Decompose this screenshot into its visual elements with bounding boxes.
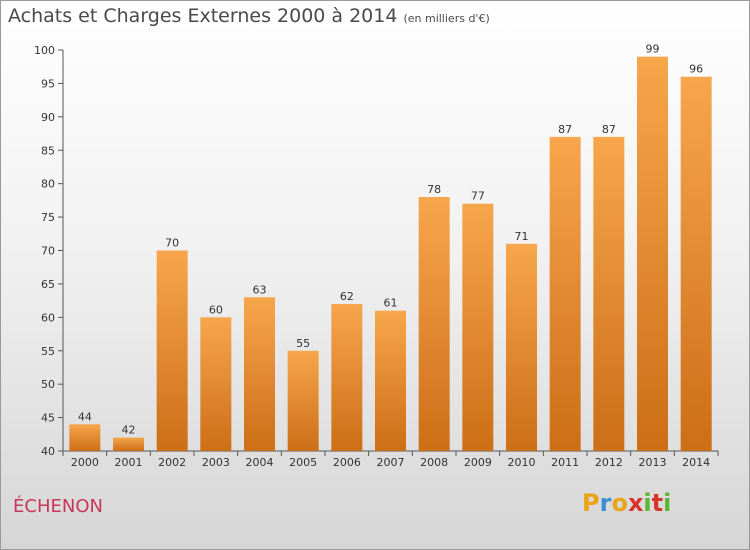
x-tick-label: 2006 bbox=[333, 456, 361, 469]
data-label: 96 bbox=[689, 63, 703, 76]
x-tick-label: 2007 bbox=[377, 456, 405, 469]
data-label: 78 bbox=[427, 183, 441, 196]
data-label: 99 bbox=[646, 43, 660, 56]
x-tick-label: 2004 bbox=[246, 456, 274, 469]
bar-2004 bbox=[244, 297, 275, 451]
x-tick-label: 2001 bbox=[115, 456, 143, 469]
chart-title-unit: (en milliers d'€) bbox=[403, 12, 490, 25]
data-label: 55 bbox=[296, 337, 310, 350]
bar-2008 bbox=[418, 197, 450, 451]
y-tick-label: 50 bbox=[41, 378, 55, 391]
bar-2007 bbox=[375, 310, 406, 451]
proxiti-logo: Proxiti bbox=[582, 489, 671, 517]
y-tick-label: 40 bbox=[41, 445, 55, 458]
y-tick-label: 95 bbox=[41, 77, 55, 90]
data-label: 70 bbox=[165, 237, 179, 250]
logo-letter: o bbox=[611, 489, 628, 517]
bar-2006 bbox=[331, 303, 363, 451]
logo-letter: x bbox=[627, 489, 644, 517]
commune-name: ÉCHENON bbox=[13, 496, 103, 517]
data-label: 63 bbox=[253, 283, 267, 296]
x-tick-label: 2013 bbox=[639, 456, 667, 469]
data-label: 77 bbox=[471, 190, 485, 203]
logo-letter: P bbox=[582, 489, 600, 517]
logo-letter: i bbox=[643, 489, 652, 517]
data-label: 87 bbox=[602, 123, 616, 136]
x-tick-label: 2008 bbox=[420, 456, 448, 469]
y-tick-label: 85 bbox=[41, 144, 55, 157]
bar-2009 bbox=[462, 203, 494, 451]
y-tick-label: 55 bbox=[41, 345, 55, 358]
data-label: 87 bbox=[558, 123, 572, 136]
y-tick-label: 70 bbox=[41, 245, 55, 258]
bar-2005 bbox=[287, 350, 319, 451]
data-label: 61 bbox=[384, 297, 398, 310]
data-label: 42 bbox=[122, 424, 136, 437]
y-tick-label: 100 bbox=[34, 44, 55, 57]
y-tick-label: 65 bbox=[41, 278, 55, 291]
y-tick-label: 90 bbox=[41, 111, 55, 124]
x-tick-label: 2011 bbox=[551, 456, 579, 469]
bar-2001 bbox=[113, 437, 144, 451]
bar-2002 bbox=[156, 250, 188, 451]
x-tick-label: 2012 bbox=[595, 456, 623, 469]
x-tick-label: 2000 bbox=[71, 456, 99, 469]
bar-2003 bbox=[200, 317, 232, 451]
y-tick-label: 45 bbox=[41, 412, 55, 425]
logo-letter: i bbox=[663, 489, 672, 517]
x-tick-label: 2002 bbox=[158, 456, 186, 469]
y-tick-label: 60 bbox=[41, 311, 55, 324]
bar-2013 bbox=[637, 56, 668, 451]
chart-title: Achats et Charges Externes 2000 à 2014 (e… bbox=[8, 5, 490, 27]
bar-2011 bbox=[549, 136, 581, 451]
data-label: 44 bbox=[78, 410, 92, 423]
data-label: 62 bbox=[340, 290, 354, 303]
x-tick-label: 2005 bbox=[289, 456, 317, 469]
x-tick-label: 2009 bbox=[464, 456, 492, 469]
x-tick-label: 2003 bbox=[202, 456, 230, 469]
data-label: 71 bbox=[515, 230, 529, 243]
y-tick-label: 75 bbox=[41, 211, 55, 224]
logo-letter: r bbox=[599, 489, 612, 517]
y-tick-label: 80 bbox=[41, 178, 55, 191]
x-tick-label: 2014 bbox=[682, 456, 710, 469]
x-tick-label: 2010 bbox=[508, 456, 536, 469]
logo-letter: t bbox=[651, 489, 664, 517]
bar-2014 bbox=[680, 76, 712, 451]
bar-2000 bbox=[69, 424, 101, 451]
bar-2012 bbox=[593, 136, 625, 451]
data-label: 60 bbox=[209, 303, 223, 316]
chart-title-main: Achats et Charges Externes 2000 à 2014 bbox=[8, 5, 398, 27]
bar-2010 bbox=[506, 243, 537, 451]
